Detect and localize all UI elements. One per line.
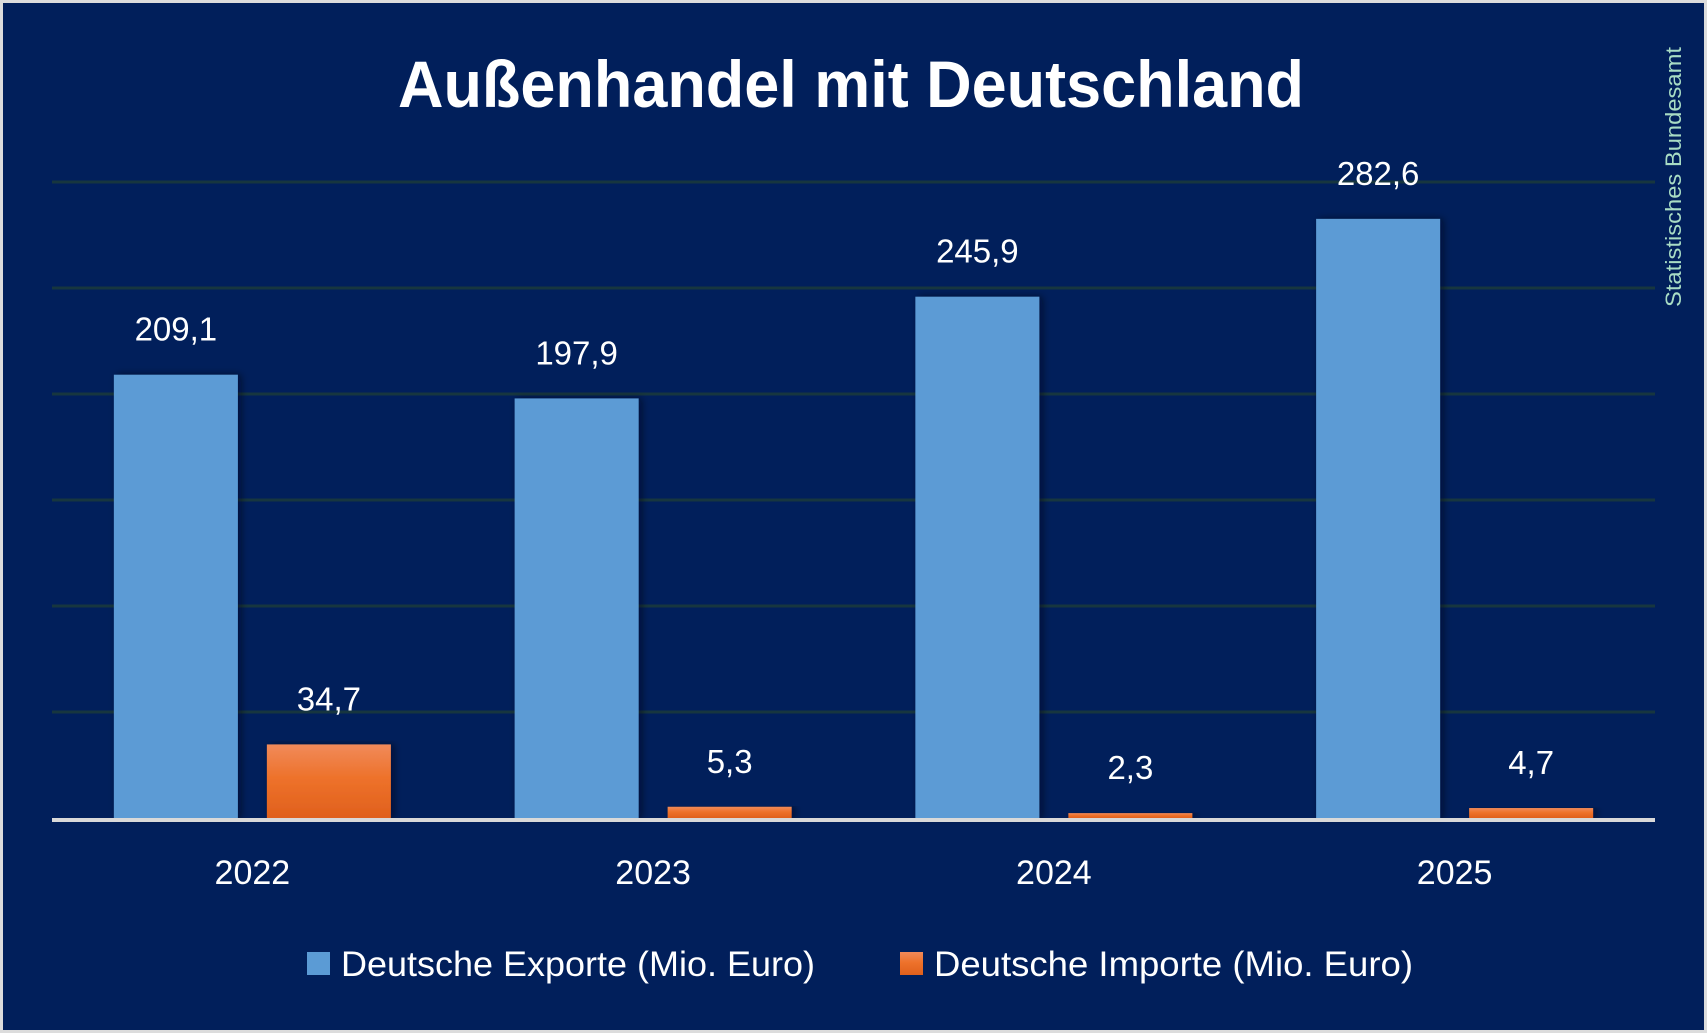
chart-title: Außenhandel mit Deutschland [398,47,1304,121]
legend-swatch-imports [900,952,923,975]
source-label: Statistisches Bundesamt [1661,47,1686,307]
category-label-2023: 2023 [615,854,691,892]
category-label-2025: 2025 [1417,854,1493,892]
data-label-imports-2025: 4,7 [1508,744,1554,781]
legend-label-exports: Deutsche Exporte (Mio. Euro) [341,945,815,984]
bar-imports-2024[interactable] [1068,813,1193,818]
bar-imports-2022[interactable] [266,744,391,818]
bar-imports-2023[interactable] [667,806,792,818]
bar-exports-2024[interactable] [915,296,1040,818]
data-labels: 209,1 34,7 197,9 5,3 245,9 2,3 282,6 4,7 [135,155,1554,786]
legend: Deutsche Exporte (Mio. Euro) Deutsche Im… [307,945,1413,984]
bar-exports-2025[interactable] [1316,218,1441,818]
legend-label-imports: Deutsche Importe (Mio. Euro) [934,945,1413,984]
data-label-imports-2023: 5,3 [707,743,753,780]
category-label-2022: 2022 [215,854,291,892]
data-label-exports-2023: 197,9 [535,334,618,371]
legend-swatch-exports [307,952,330,975]
gridlines [52,180,1655,714]
data-label-exports-2025: 282,6 [1337,155,1420,192]
data-label-exports-2024: 245,9 [936,233,1019,270]
data-label-exports-2022: 209,1 [135,311,218,348]
bar-exports-2022[interactable] [113,374,238,818]
bar-exports-2023[interactable] [514,398,639,818]
data-label-imports-2022: 34,7 [297,680,361,717]
legend-item-exports[interactable]: Deutsche Exporte (Mio. Euro) [307,945,815,984]
bars [113,218,1594,818]
legend-item-imports[interactable]: Deutsche Importe (Mio. Euro) [900,945,1413,984]
data-label-imports-2024: 2,3 [1107,749,1153,786]
category-labels: 2022 2023 2024 2025 [215,854,1493,892]
bar-imports-2025[interactable] [1469,808,1594,818]
category-label-2024: 2024 [1016,854,1092,892]
